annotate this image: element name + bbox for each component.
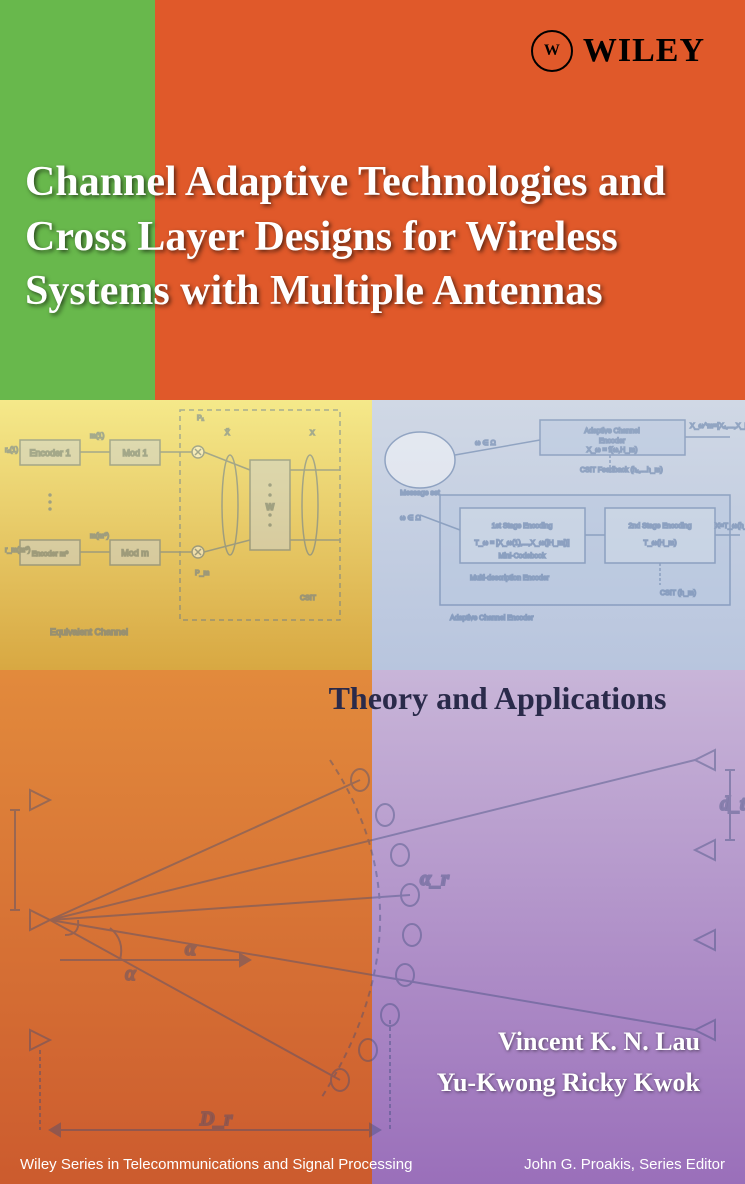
svg-text:X_ω = f(ω,H_m): X_ω = f(ω,H_m): [587, 447, 638, 454]
series-editor: John G. Proakis, Series Editor: [524, 1156, 725, 1173]
series-name: Wiley Series in Telecommunications and S…: [20, 1156, 412, 1173]
svg-text:m(m*): m(m*): [90, 533, 109, 540]
svg-text:Equivalent Channel: Equivalent Channel: [50, 627, 128, 637]
svg-text:Multi-description Encoder: Multi-description Encoder: [470, 575, 550, 582]
svg-text:CSIT Feedback (h₁,...h_m): CSIT Feedback (h₁,...h_m): [580, 467, 663, 474]
svg-text:r_m(m*): r_m(m*): [5, 547, 30, 554]
svg-text:m(1): m(1): [90, 433, 104, 440]
middle-diagrams: Encoder 1 Mod 1 Encoder m* Mod m W: [0, 400, 745, 670]
svg-text:Encoder: Encoder: [599, 438, 626, 445]
authors: Vincent K. N. Lau Yu-Kwong Ricky Kwok: [437, 1021, 700, 1104]
publisher-name: WILEY: [583, 32, 705, 70]
svg-text:Adaptive Channel: Adaptive Channel: [584, 428, 640, 435]
book-title: Channel Adaptive Technologies and Cross …: [25, 155, 720, 319]
svg-text:CSIT: CSIT: [300, 595, 317, 602]
svg-text:α_r: α_r: [420, 868, 449, 890]
svg-text:Mod 1: Mod 1: [122, 448, 147, 458]
svg-text:d_t: d_t: [720, 793, 745, 815]
svg-text:P₁: P₁: [197, 415, 205, 422]
svg-text:X=T_ω(h_m): X=T_ω(h_m): [715, 523, 745, 530]
svg-text:α: α: [185, 938, 197, 960]
svg-text:T_ω = [X_ω(1),...,X_ω(|H_m|)]: T_ω = [X_ω(1),...,X_ω(|H_m|)]: [475, 540, 570, 547]
svg-text:ω ∈ Ω: ω ∈ Ω: [400, 515, 421, 522]
publisher-logo-icon: W: [531, 30, 573, 72]
svg-text:CSIT (h_m): CSIT (h_m): [660, 590, 696, 597]
author-2: Yu-Kwong Ricky Kwok: [437, 1062, 700, 1104]
svg-text:X̃: X̃: [225, 429, 230, 437]
svg-text:Mod m: Mod m: [121, 548, 149, 558]
svg-text:T_ω(H_m): T_ω(H_m): [643, 540, 676, 547]
svg-text:1st Stage Encoding: 1st Stage Encoding: [492, 523, 553, 530]
svg-text:r₁(1): r₁(1): [5, 447, 18, 454]
svg-text:Adaptive Channel Encoder: Adaptive Channel Encoder: [450, 615, 534, 622]
publisher: W WILEY: [531, 30, 705, 72]
author-1: Vincent K. N. Lau: [437, 1021, 700, 1063]
svg-text:X_ω^m=[X₁,...,X_H]: X_ω^m=[X₁,...,X_H]: [690, 423, 745, 430]
book-cover: W WILEY Channel Adaptive Technologies an…: [0, 0, 745, 1184]
svg-text:Mini-Codebook: Mini-Codebook: [498, 553, 546, 560]
svg-text:Encoder 1: Encoder 1: [29, 448, 70, 458]
block-diagram-svg: Encoder 1 Mod 1 Encoder m* Mod m W: [0, 400, 745, 670]
svg-text:ω ∈ Ω: ω ∈ Ω: [475, 440, 496, 447]
publisher-logo-text: W: [544, 42, 560, 60]
svg-text:P_m: P_m: [195, 570, 210, 577]
svg-text:Encoder m*: Encoder m*: [32, 551, 69, 558]
svg-text:X: X: [310, 430, 315, 437]
svg-text:Message set: Message set: [400, 490, 440, 497]
svg-text:D_r: D_r: [199, 1108, 232, 1130]
svg-text:2nd Stage Encoding: 2nd Stage Encoding: [628, 523, 691, 530]
svg-text:α: α: [125, 963, 136, 985]
series-bar: Wiley Series in Telecommunications and S…: [0, 1144, 745, 1184]
